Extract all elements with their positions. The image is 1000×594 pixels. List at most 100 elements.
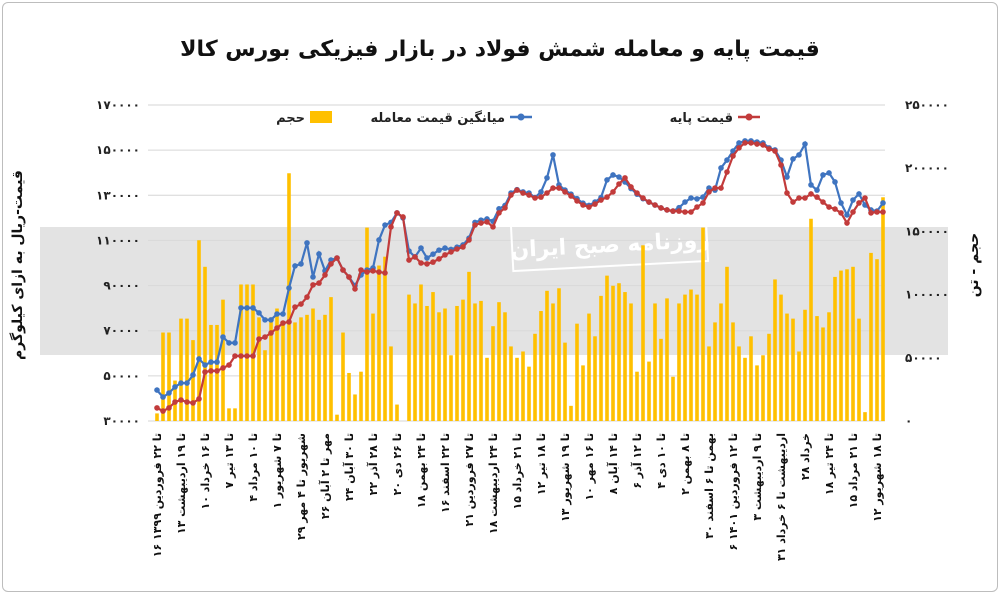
left-axis-label: قیمت-ریال به ازای کیلوگرم	[9, 170, 26, 360]
base-price-point	[508, 192, 514, 198]
x-tick-label: ۸ تا ۱۴ آبان	[606, 433, 620, 494]
base-price-point	[646, 199, 652, 205]
base-price-point	[640, 195, 646, 201]
base-price-point	[442, 252, 448, 258]
trade-price-point	[544, 175, 550, 181]
trade-price-point	[238, 305, 244, 311]
x-tick-label: ۳ تا ۹ اردیبهشت	[751, 433, 764, 521]
base-price-point	[688, 209, 694, 215]
volume-bar	[641, 245, 645, 421]
volume-bar	[833, 276, 837, 421]
base-price-point	[724, 169, 730, 175]
volume-bar	[743, 357, 747, 421]
right-tick-label: ۱۵۰۰۰۰	[905, 224, 949, 238]
base-price-point	[784, 190, 790, 196]
trade-price-point	[424, 255, 430, 261]
volume-bar	[683, 294, 687, 421]
base-price-point	[844, 220, 850, 226]
legend-swatch-volume	[310, 111, 332, 123]
volume-bar	[551, 303, 555, 421]
right-tick-label: ۵۰۰۰۰	[905, 351, 942, 365]
base-price-point	[760, 142, 766, 148]
volume-bar	[299, 317, 303, 421]
volume-bar	[689, 289, 693, 421]
base-price-point	[166, 405, 172, 411]
volume-bar	[545, 290, 549, 421]
volume-bar	[845, 269, 849, 421]
volume-bar	[203, 266, 207, 421]
volume-bar	[227, 408, 231, 421]
volume-bar	[185, 318, 189, 421]
volume-bar	[269, 317, 273, 421]
volume-bar	[179, 318, 183, 421]
base-price-point	[616, 181, 622, 187]
volume-bar	[167, 332, 171, 421]
trade-price-point	[316, 251, 322, 257]
base-price-point	[160, 408, 166, 414]
volume-bar	[665, 298, 669, 421]
volume-bar	[485, 357, 489, 421]
base-price-point	[208, 368, 214, 374]
trade-price-point	[808, 182, 814, 188]
trade-price-point	[298, 261, 304, 267]
base-price-point	[706, 189, 712, 195]
base-price-point	[502, 205, 508, 211]
base-price-point	[718, 185, 724, 191]
x-tick-label: ۱۶ تا ۲۲ فروردین ۱۳۹۹	[151, 433, 164, 557]
base-price-point	[754, 141, 760, 147]
base-price-point	[472, 222, 478, 228]
volume-bar	[473, 303, 477, 421]
base-price-point	[430, 259, 436, 265]
base-price-point	[592, 201, 598, 207]
volume-bar	[503, 312, 507, 421]
base-price-point	[610, 189, 616, 195]
base-price-point	[388, 224, 394, 230]
x-tick-label: ۲۸ خرداد	[799, 433, 812, 480]
base-price-point	[832, 206, 838, 212]
base-price-point	[418, 260, 424, 266]
volume-bar	[233, 408, 237, 421]
base-price-point	[292, 304, 298, 310]
base-price-point	[226, 362, 232, 368]
trade-price-point	[166, 390, 172, 396]
x-tick-label: ۱۸ تا ۲۴ اردیبهشت	[487, 433, 500, 534]
volume-bar	[521, 351, 525, 421]
x-tick-label: ۱۰ تا ۱۶ خرداد	[199, 433, 212, 509]
base-price-point	[244, 353, 250, 359]
x-tick-label: ۲۴ تا ۳۰ آبان	[342, 433, 356, 501]
base-price-point	[340, 267, 346, 273]
volume-bar	[239, 284, 243, 421]
left-tick-label: ۹۰۰۰۰	[103, 279, 140, 293]
volume-bar	[353, 394, 357, 421]
volume-bar	[731, 322, 735, 421]
volume-bar	[767, 333, 771, 421]
x-tick-label: ۳۱ اردیبهشت تا ۶ خرداد	[775, 433, 788, 561]
base-price-point	[652, 202, 658, 208]
volume-bar	[599, 295, 603, 421]
trade-price-point	[418, 245, 424, 251]
volume-bar	[191, 340, 195, 421]
volume-bar	[419, 284, 423, 421]
x-tick-label: ۲ تا ۸ بهمن	[679, 433, 692, 495]
trade-price-point	[226, 340, 232, 346]
x-tick-label: ۱ تا ۷ شهریور	[271, 433, 284, 508]
base-price-point	[676, 208, 682, 214]
trade-price-point	[442, 245, 448, 251]
volume-bar	[497, 302, 501, 421]
base-price-point	[316, 280, 322, 286]
base-price-point	[670, 208, 676, 214]
left-tick-label: ۵۰۰۰۰	[103, 369, 140, 383]
left-tick-label: ۱۳۰۰۰۰	[96, 188, 140, 202]
base-price-point	[658, 205, 664, 211]
left-tick-label: ۱۱۰۰۰۰	[96, 233, 140, 247]
volume-bar	[863, 412, 867, 421]
base-price-point	[250, 353, 256, 359]
left-tick-label: ۷۰۰۰۰	[103, 324, 140, 338]
volume-bar	[329, 297, 333, 421]
trade-price-point	[262, 317, 268, 323]
base-price-point	[880, 209, 886, 215]
trade-price-point	[220, 334, 226, 340]
base-price-point	[814, 194, 820, 200]
volume-bar	[671, 376, 675, 421]
volume-bar	[749, 336, 753, 421]
